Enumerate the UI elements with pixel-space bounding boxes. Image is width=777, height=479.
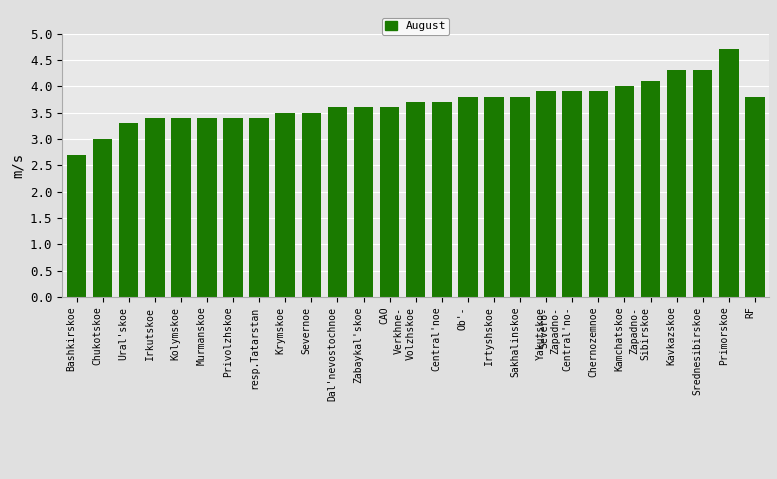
Bar: [615, 86, 634, 297]
Bar: [641, 81, 660, 297]
Bar: [667, 70, 686, 297]
Bar: [693, 70, 713, 297]
Bar: [745, 97, 765, 297]
Bar: [536, 91, 556, 297]
Bar: [276, 113, 295, 297]
Bar: [563, 91, 582, 297]
Bar: [432, 102, 451, 297]
Bar: [380, 107, 399, 297]
Bar: [510, 97, 530, 297]
Bar: [171, 118, 190, 297]
Bar: [484, 97, 503, 297]
Bar: [301, 113, 321, 297]
Bar: [67, 155, 86, 297]
Bar: [249, 118, 269, 297]
Bar: [119, 123, 138, 297]
Bar: [92, 139, 113, 297]
Bar: [354, 107, 373, 297]
Bar: [588, 91, 608, 297]
Bar: [406, 102, 426, 297]
Bar: [197, 118, 217, 297]
Bar: [458, 97, 478, 297]
Bar: [223, 118, 243, 297]
Y-axis label: m/s: m/s: [10, 153, 24, 178]
Legend: August: August: [382, 18, 449, 35]
Bar: [145, 118, 165, 297]
Bar: [328, 107, 347, 297]
Bar: [719, 49, 739, 297]
